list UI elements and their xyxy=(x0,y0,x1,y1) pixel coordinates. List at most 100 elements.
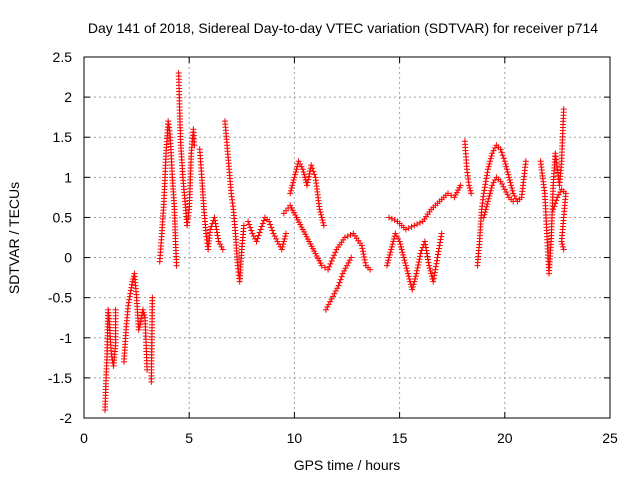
data-point xyxy=(386,251,393,258)
data-point xyxy=(491,177,498,184)
data-point xyxy=(433,260,440,267)
data-point xyxy=(487,155,494,162)
data-point xyxy=(422,244,429,251)
data-point xyxy=(432,266,439,273)
data-point xyxy=(436,242,443,249)
data-point xyxy=(266,218,273,225)
data-point xyxy=(425,259,432,266)
data-point xyxy=(137,321,144,328)
data-point xyxy=(342,265,349,272)
axis-ticks xyxy=(83,56,611,419)
data-point xyxy=(409,286,416,293)
data-point xyxy=(218,243,225,250)
data-point xyxy=(359,248,366,255)
x-tick-label: 0 xyxy=(80,430,88,446)
data-point xyxy=(505,171,512,178)
grid-lines xyxy=(84,57,610,418)
data-point xyxy=(387,249,394,256)
data-point xyxy=(500,155,507,162)
data-point xyxy=(319,217,326,224)
data-point xyxy=(273,235,280,242)
data-point xyxy=(125,302,132,309)
data-point xyxy=(281,235,288,242)
data-point xyxy=(136,324,143,331)
data-point xyxy=(488,185,495,192)
data-point xyxy=(289,179,296,186)
data-point xyxy=(329,255,336,262)
data-point xyxy=(408,223,415,230)
data-point xyxy=(389,241,396,248)
data-point xyxy=(428,270,435,277)
data-point xyxy=(424,253,431,260)
data-point xyxy=(405,225,412,232)
y-tick-label: -2 xyxy=(60,410,73,426)
data-point xyxy=(559,241,566,248)
data-point xyxy=(410,281,417,288)
data-point xyxy=(484,198,491,205)
data-point xyxy=(127,290,134,297)
data-point xyxy=(328,257,335,264)
data-point xyxy=(128,281,135,288)
data-point xyxy=(487,158,494,165)
data-point xyxy=(555,191,562,198)
data-point xyxy=(423,250,430,257)
data-point xyxy=(388,246,395,253)
data-point xyxy=(489,182,496,189)
y-tick-label: -1 xyxy=(60,330,73,346)
data-point xyxy=(412,273,419,280)
data-point xyxy=(287,190,294,197)
data-point xyxy=(402,226,409,233)
data-point xyxy=(327,298,334,305)
data-point xyxy=(310,168,317,175)
data-point xyxy=(416,256,423,263)
data-point xyxy=(504,168,511,175)
data-point xyxy=(506,174,513,181)
data-point xyxy=(256,229,263,236)
data-point xyxy=(331,252,338,259)
data-point xyxy=(339,270,346,277)
data-point xyxy=(211,214,218,221)
data-point xyxy=(348,254,355,261)
data-point xyxy=(316,206,323,213)
data-point xyxy=(249,230,256,237)
data-point xyxy=(411,278,418,285)
data-point xyxy=(338,273,345,280)
data-point xyxy=(341,234,348,241)
data-point xyxy=(259,220,266,227)
data-point xyxy=(411,222,418,229)
data-point xyxy=(246,221,253,228)
data-point xyxy=(417,250,424,257)
data-point xyxy=(278,246,285,253)
data-point xyxy=(390,238,397,245)
data-point xyxy=(388,215,395,222)
data-point xyxy=(438,230,445,237)
data-point xyxy=(383,262,390,269)
data-point xyxy=(332,249,339,256)
data-point xyxy=(395,235,402,242)
data-point xyxy=(300,168,307,175)
data-point xyxy=(484,169,491,176)
data-point xyxy=(212,220,219,227)
data-point xyxy=(337,276,344,283)
data-point xyxy=(486,160,493,167)
data-point xyxy=(466,182,473,189)
data-point xyxy=(426,265,433,272)
data-point xyxy=(108,350,115,357)
chart-title: Day 141 of 2018, Sidereal Day-to-day VTE… xyxy=(88,20,598,36)
data-point xyxy=(413,270,420,277)
data-point xyxy=(386,254,393,261)
data-point xyxy=(345,259,352,266)
data-point xyxy=(361,253,368,260)
data-point xyxy=(207,226,214,233)
data-point xyxy=(326,263,333,270)
data-point xyxy=(489,150,496,157)
data-point xyxy=(481,211,488,218)
data-point xyxy=(558,238,565,245)
data-point xyxy=(508,185,515,192)
data-point xyxy=(402,259,409,266)
data-point xyxy=(280,241,287,248)
data-point xyxy=(487,187,494,194)
data-point xyxy=(422,241,429,248)
data-point xyxy=(403,265,410,272)
